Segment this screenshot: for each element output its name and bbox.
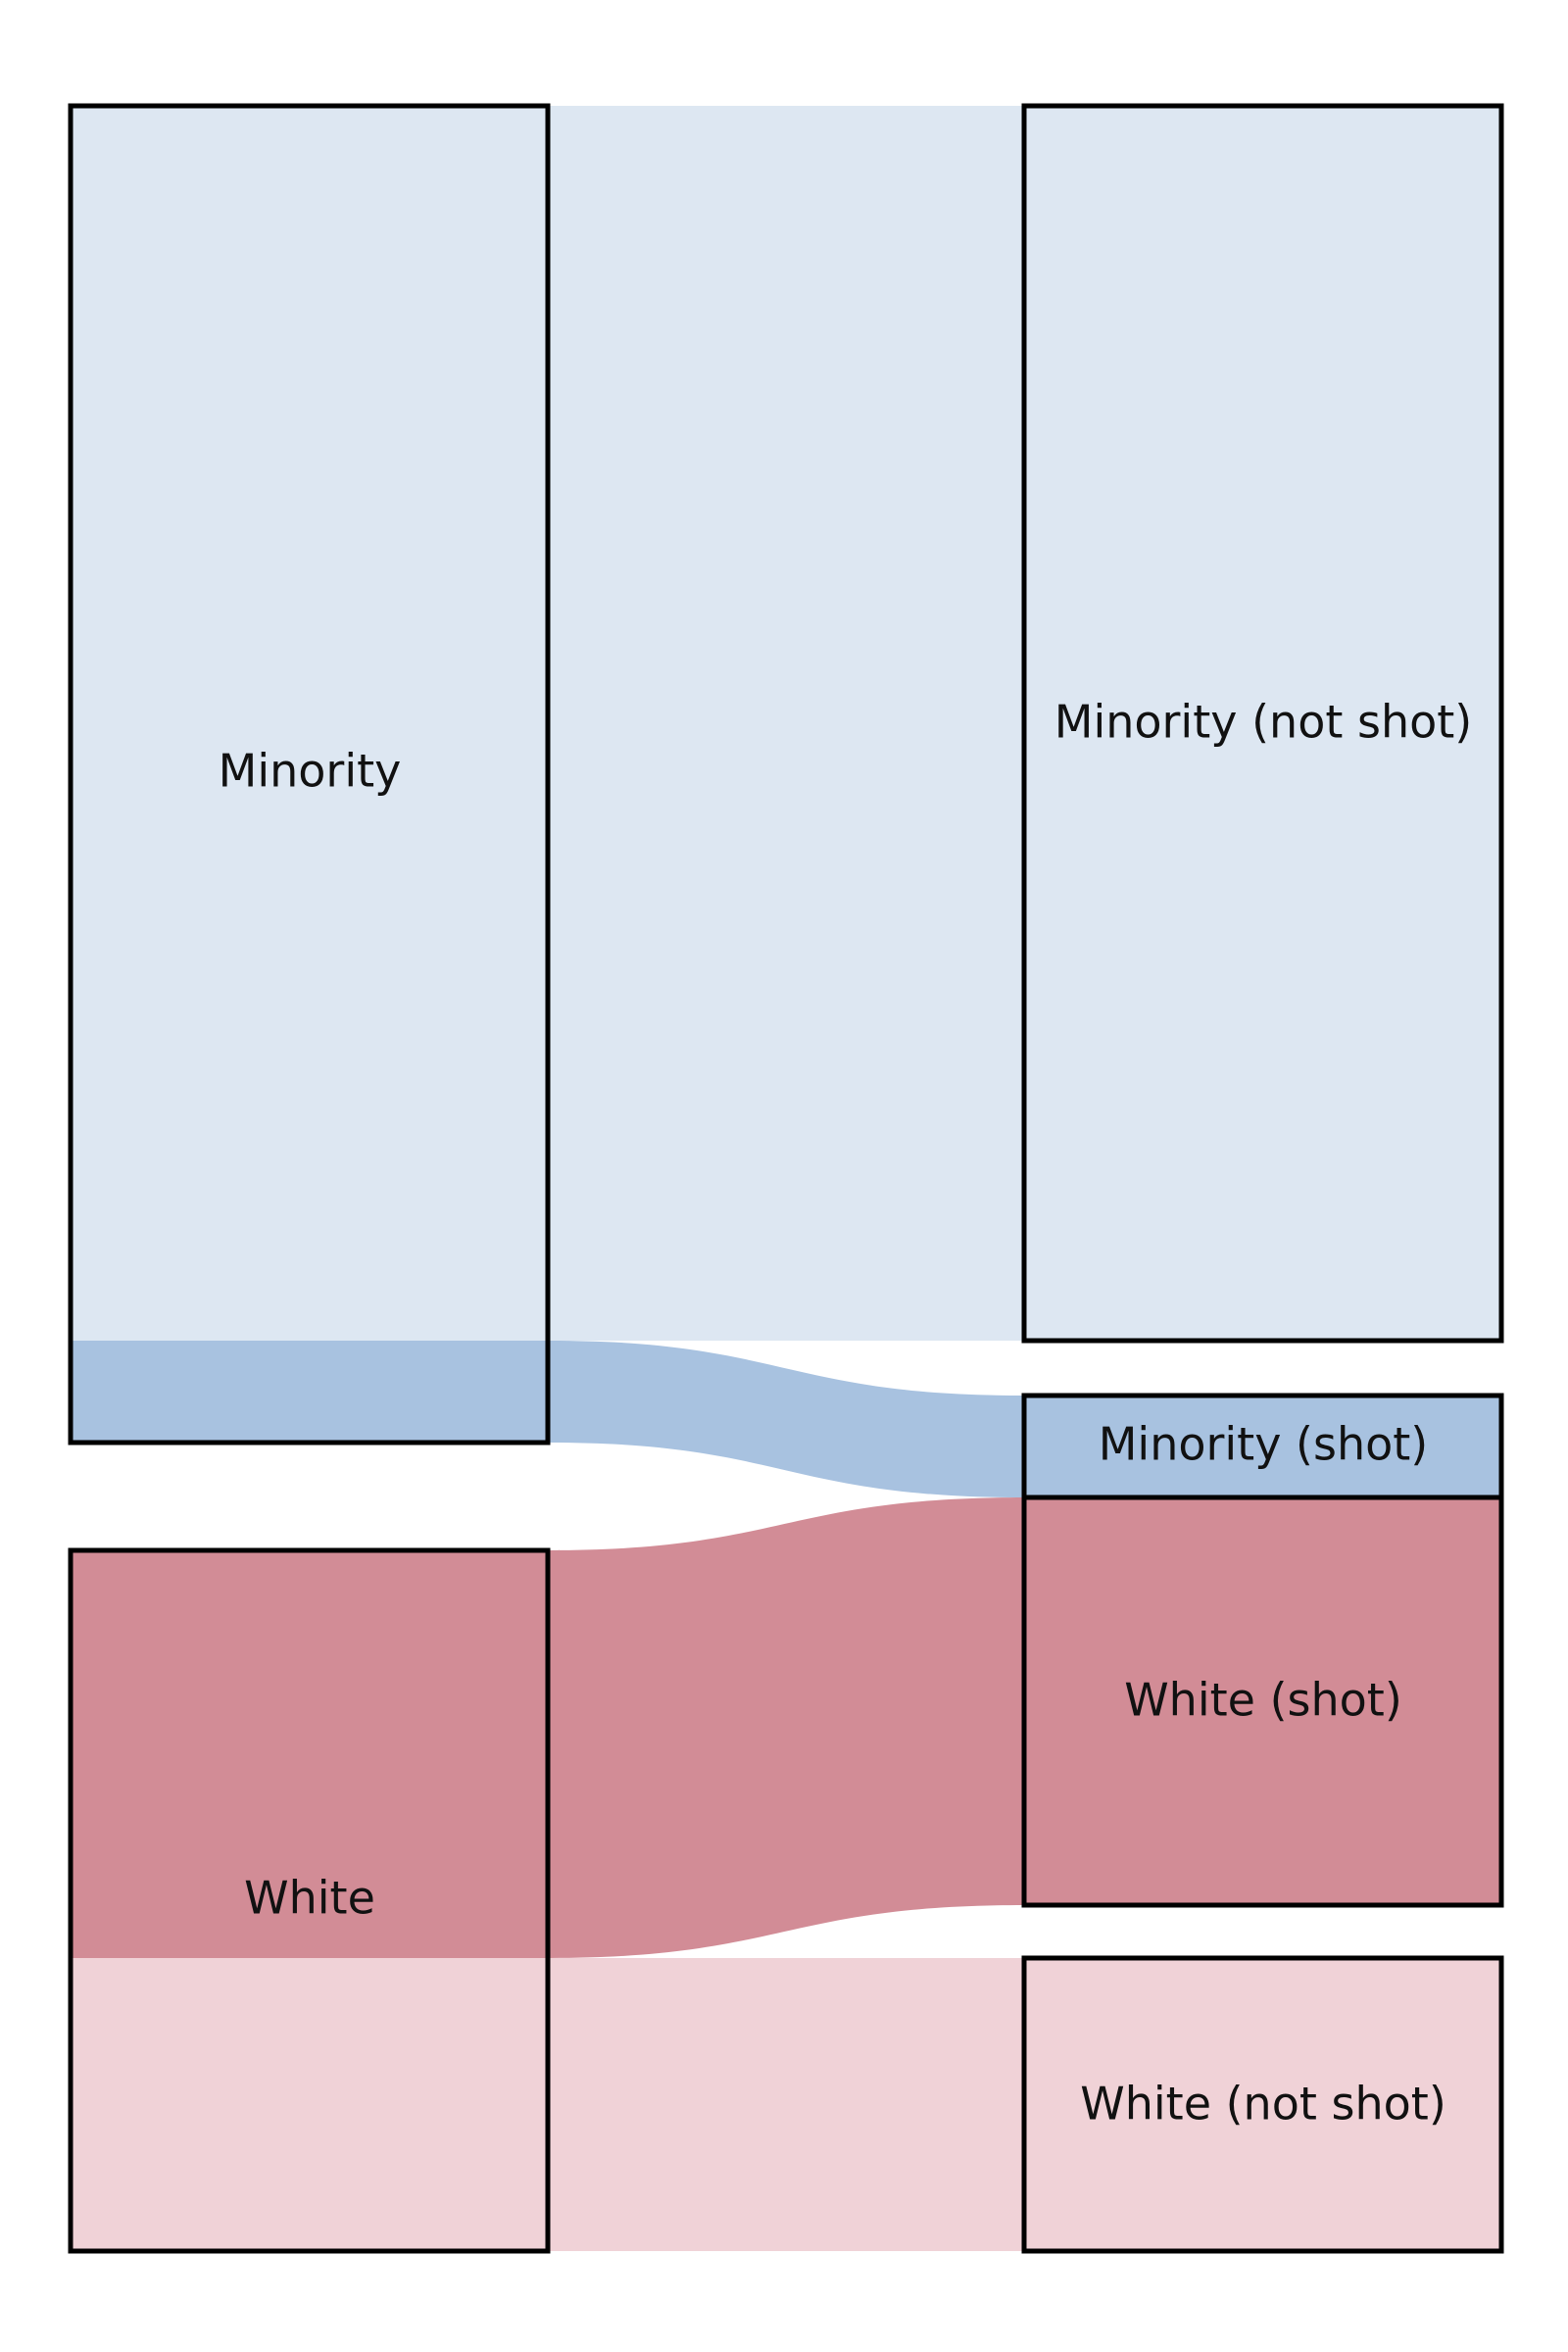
link-white-to-white-not-shot	[549, 1958, 1024, 2251]
node-label-white-not-shot: White (not shot)	[1080, 2078, 1446, 2131]
node-white-shot: White (shot)	[1021, 1494, 1504, 1908]
node-minority-not-shot: Minority (not shot)	[1021, 103, 1504, 1344]
node-label-white: White	[244, 1872, 375, 1925]
link-minority-to-minority-not-shot	[549, 106, 1024, 1341]
node-label-minority-shot: Minority (shot)	[1099, 1418, 1429, 1471]
node-white-not-shot: White (not shot)	[1021, 1955, 1504, 2254]
node-label-minority-not-shot: Minority (not shot)	[1054, 696, 1473, 749]
node-minority-shot: Minority (shot)	[1021, 1393, 1504, 1500]
node-label-minority: Minority	[219, 745, 402, 798]
node-label-white-shot: White (shot)	[1124, 1674, 1402, 1727]
node-white: White	[68, 1547, 551, 2254]
link-white-to-white-shot	[549, 1497, 1024, 1958]
node-minority: Minority	[68, 103, 551, 1446]
link-minority-to-minority-shot	[549, 1341, 1024, 1497]
